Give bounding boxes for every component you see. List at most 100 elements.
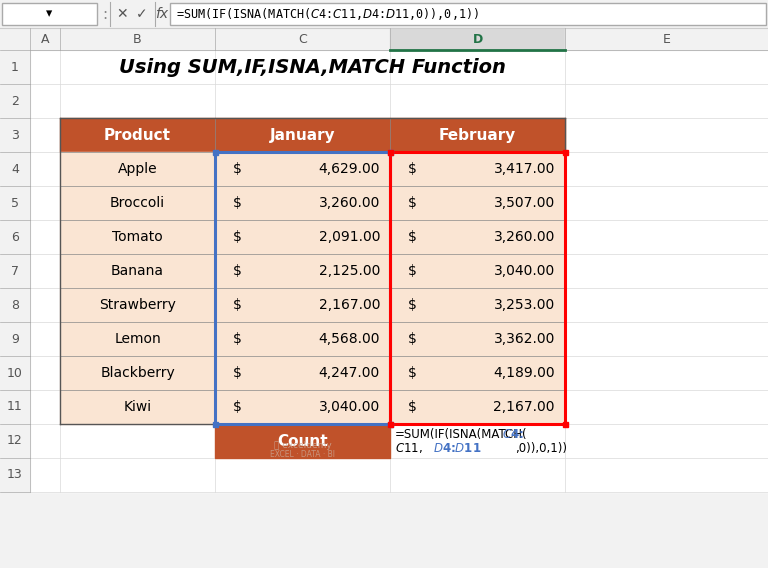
Text: $: $ xyxy=(408,162,417,176)
Text: $: $ xyxy=(408,230,417,244)
Bar xyxy=(0,458,30,492)
Text: =SUM(IF(ISNA(MATCH(: =SUM(IF(ISNA(MATCH( xyxy=(395,428,528,441)
Text: Banana: Banana xyxy=(111,264,164,278)
Bar xyxy=(215,152,390,186)
Text: $C$4:: $C$4: xyxy=(502,428,524,441)
Text: ✓: ✓ xyxy=(136,7,147,21)
Text: 8: 8 xyxy=(11,299,19,311)
Text: A: A xyxy=(41,32,49,45)
Text: Blackberry: Blackberry xyxy=(100,366,175,380)
Bar xyxy=(390,28,565,50)
Text: 3,260.00: 3,260.00 xyxy=(494,230,555,244)
Text: 11: 11 xyxy=(7,400,23,414)
Bar xyxy=(215,186,390,220)
Text: 13: 13 xyxy=(7,469,23,482)
Text: fx: fx xyxy=(155,7,168,21)
Text: $: $ xyxy=(233,298,242,312)
Text: $: $ xyxy=(408,264,417,278)
Text: Count: Count xyxy=(277,433,328,449)
Bar xyxy=(0,424,30,458)
Bar xyxy=(0,356,30,390)
Bar xyxy=(30,28,60,50)
Bar xyxy=(390,186,565,220)
Text: $: $ xyxy=(233,230,242,244)
Text: $: $ xyxy=(233,264,242,278)
Text: C: C xyxy=(298,32,307,45)
FancyBboxPatch shape xyxy=(2,3,97,25)
Bar xyxy=(60,152,215,186)
Bar xyxy=(390,356,565,390)
Bar xyxy=(565,28,768,50)
Text: $: $ xyxy=(233,332,242,346)
Text: Tomato: Tomato xyxy=(112,230,163,244)
Text: 6: 6 xyxy=(11,231,19,244)
Text: =SUM(IF(ISNA(MATCH($C$4:$C$11,$D$4:$D$11,0)),0,1)): =SUM(IF(ISNA(MATCH($C$4:$C$11,$D$4:$D$11… xyxy=(176,6,479,22)
Text: $: $ xyxy=(408,332,417,346)
Bar xyxy=(215,118,390,152)
FancyBboxPatch shape xyxy=(170,3,766,25)
Bar xyxy=(390,220,565,254)
Text: ▾: ▾ xyxy=(46,7,53,20)
Bar xyxy=(60,390,215,424)
Bar xyxy=(388,421,392,427)
Text: 3,040.00: 3,040.00 xyxy=(494,264,555,278)
Text: 12: 12 xyxy=(7,435,23,448)
Bar xyxy=(562,421,568,427)
Bar xyxy=(0,28,30,50)
Bar xyxy=(215,356,390,390)
Bar xyxy=(60,288,215,322)
Bar xyxy=(60,322,215,356)
Text: Using SUM,IF,ISNA,MATCH Function: Using SUM,IF,ISNA,MATCH Function xyxy=(119,57,506,77)
Bar xyxy=(215,322,390,356)
Bar xyxy=(0,50,30,84)
Text: $D$4:$D$11: $D$4:$D$11 xyxy=(433,442,482,455)
Bar xyxy=(60,220,215,254)
Text: 3,507.00: 3,507.00 xyxy=(494,196,555,210)
Bar xyxy=(388,421,392,427)
Text: 2,167.00: 2,167.00 xyxy=(494,400,555,414)
Text: 2,167.00: 2,167.00 xyxy=(319,298,380,312)
Text: Broccoli: Broccoli xyxy=(110,196,165,210)
Text: $: $ xyxy=(233,366,242,380)
Text: ,0)),0,1)): ,0)),0,1)) xyxy=(515,442,567,455)
Text: 4,247.00: 4,247.00 xyxy=(319,366,380,380)
Text: $: $ xyxy=(408,400,417,414)
Text: 2,091.00: 2,091.00 xyxy=(319,230,380,244)
Text: 4,629.00: 4,629.00 xyxy=(319,162,380,176)
Text: 4,189.00: 4,189.00 xyxy=(493,366,555,380)
Bar xyxy=(213,149,217,154)
Text: 4: 4 xyxy=(11,162,19,176)
Bar xyxy=(390,322,565,356)
Text: 2,125.00: 2,125.00 xyxy=(319,264,380,278)
Bar xyxy=(0,220,30,254)
Text: 3,417.00: 3,417.00 xyxy=(494,162,555,176)
Bar xyxy=(390,254,565,288)
Bar xyxy=(390,118,565,152)
Text: 2: 2 xyxy=(11,94,19,107)
Text: Strawberry: Strawberry xyxy=(99,298,176,312)
Text: EXCEL · DATA · BI: EXCEL · DATA · BI xyxy=(270,450,335,458)
Bar xyxy=(388,149,392,154)
Bar xyxy=(0,288,30,322)
Bar xyxy=(0,84,30,118)
Text: :: : xyxy=(102,6,108,22)
Text: January: January xyxy=(270,127,336,143)
Bar xyxy=(215,424,390,458)
Text: $: $ xyxy=(233,196,242,210)
Text: B: B xyxy=(133,32,142,45)
Bar xyxy=(215,254,390,288)
Text: February: February xyxy=(439,127,516,143)
Text: 7: 7 xyxy=(11,265,19,278)
Text: D: D xyxy=(472,32,482,45)
Text: ✕: ✕ xyxy=(116,7,127,21)
Bar xyxy=(0,390,30,424)
Text: 3,260.00: 3,260.00 xyxy=(319,196,380,210)
Bar xyxy=(215,288,390,322)
Text: 1: 1 xyxy=(11,61,19,73)
Text: 5: 5 xyxy=(11,197,19,210)
Bar xyxy=(0,186,30,220)
Text: 10: 10 xyxy=(7,366,23,379)
Text: $: $ xyxy=(233,162,242,176)
Text: 4,568.00: 4,568.00 xyxy=(319,332,380,346)
Bar xyxy=(0,254,30,288)
